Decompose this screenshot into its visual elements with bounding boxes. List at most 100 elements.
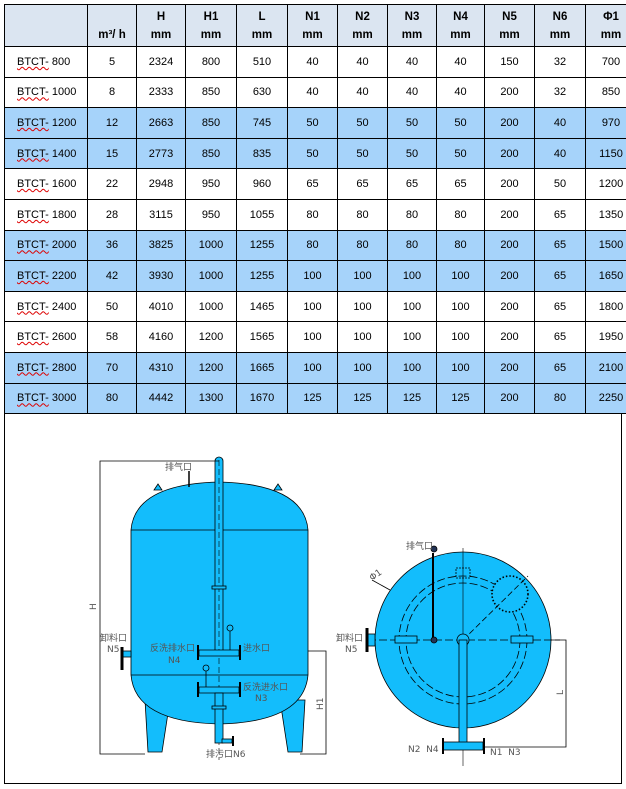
table-cell: 50 [436, 107, 485, 139]
table-cell: 800 [185, 46, 237, 78]
label-backwash-outlet-code: N4 [168, 656, 181, 666]
table-cell: 80 [337, 229, 388, 262]
table-cell: 1465 [236, 290, 288, 323]
table-cell: 950 [185, 198, 237, 231]
model-prefix: BTCT- [17, 86, 49, 99]
table-cell: 100 [387, 351, 437, 384]
table-cell: 100 [287, 351, 338, 384]
table-cell: 4160 [136, 321, 186, 353]
table-cell: 2100 [585, 351, 626, 384]
table-cell: 65 [436, 168, 485, 200]
column-header: N3 mm [387, 4, 437, 47]
model-cell: BTCT- 2000 [4, 229, 88, 262]
table-cell: 1500 [585, 229, 626, 262]
table-row: BTCT- 1400 15 2773 850 835 50 50 50 50 200 40 1150 [4, 137, 626, 170]
table-cell: 200 [484, 198, 535, 231]
table-cell: 40 [534, 107, 586, 139]
column-header [4, 4, 88, 47]
label-drain: 排污口N6 [206, 748, 246, 760]
model-cell: BTCT- 1400 [4, 137, 88, 170]
table-cell: 65 [387, 168, 437, 200]
table-row: BTCT- 800 5 2324 800 510 40 40 40 40 150 32 700 [4, 46, 626, 78]
table-row: BTCT- 3000 80 4442 1300 1670 125 125 125 125 200 8… [4, 382, 626, 415]
header-unit: mm [499, 28, 520, 41]
table-cell: 1200 [185, 351, 237, 384]
table-cell: 1000 [185, 229, 237, 262]
table-cell: 80 [387, 198, 437, 231]
model-size: 2000 [51, 239, 77, 252]
header-unit: mm [352, 28, 373, 41]
header-unit: mm [251, 28, 273, 41]
table-cell: 100 [436, 321, 485, 353]
front-view [99, 456, 327, 760]
header-label: N4 [453, 10, 468, 23]
table-cell: 200 [484, 260, 535, 292]
table-row: BTCT- 2800 70 4310 1200 1665 100 100 100 100 200 6… [4, 351, 626, 384]
table-cell: 1200 [585, 168, 626, 200]
table-cell: 80 [436, 229, 485, 262]
table-cell: 1800 [585, 290, 626, 323]
table-cell: 100 [287, 260, 338, 292]
table-cell: 200 [484, 290, 535, 323]
model-prefix: BTCT- [17, 392, 49, 405]
column-header: N5 mm [484, 4, 535, 47]
table-cell: 65 [337, 168, 388, 200]
model-prefix: BTCT- [17, 178, 49, 191]
table-cell: 50 [337, 137, 388, 170]
table-cell: 850 [185, 137, 237, 170]
label-discharge-top: 卸料口 [336, 632, 363, 644]
table-cell: 40 [387, 76, 437, 109]
table-cell: 835 [236, 137, 288, 170]
table-cell: 1670 [236, 382, 288, 415]
table-cell: 960 [236, 168, 288, 200]
label-discharge-code-front: N5 [107, 645, 119, 655]
table-cell: 200 [484, 382, 535, 415]
table-cell: 65 [287, 168, 338, 200]
dim-h-line [99, 460, 219, 755]
table-row: BTCT- 2400 50 4010 1000 1465 100 100 100 100 200 6… [4, 290, 626, 323]
header-unit: mm [600, 28, 622, 41]
table-cell: 1350 [585, 198, 626, 231]
column-header: N4 mm [436, 4, 485, 47]
table-cell: 970 [585, 107, 626, 139]
model-prefix: BTCT- [17, 269, 49, 282]
column-header: m³/ h [87, 4, 137, 47]
model-size: 800 [51, 55, 71, 68]
column-header: N6 mm [534, 4, 586, 47]
table-cell: 65 [534, 198, 586, 231]
table-cell: 40 [534, 137, 586, 170]
header-unit: mm [450, 28, 471, 41]
label-vent-front: 排气口 [165, 461, 192, 473]
table-cell: 50 [387, 107, 437, 139]
label-right-codes: N1 N3 [490, 748, 521, 758]
model-size: 1600 [51, 178, 77, 191]
table-cell: 100 [287, 290, 338, 323]
model-size: 3000 [51, 392, 77, 405]
table-cell: 950 [185, 168, 237, 200]
table-cell: 65 [534, 351, 586, 384]
model-prefix: BTCT- [17, 147, 49, 160]
table-cell: 40 [287, 46, 338, 78]
table-cell: 100 [387, 260, 437, 292]
header-unit: m³/ h [98, 28, 126, 41]
header-label: N6 [552, 10, 568, 23]
header-label: N2 [355, 10, 370, 23]
table-row: BTCT- 1200 12 2663 850 745 50 50 50 50 200 40 970 [4, 107, 626, 139]
table-cell: 50 [387, 137, 437, 170]
model-cell: BTCT- 3000 [4, 382, 88, 415]
table-cell: 50 [436, 137, 485, 170]
label-discharge-code-top: N5 [345, 645, 357, 655]
table-cell: 1055 [236, 198, 288, 231]
table-cell: 2663 [136, 107, 186, 139]
table-row: BTCT- 1800 28 3115 950 1055 80 80 80 80 200 65 1350 [4, 198, 626, 231]
header-label: N5 [502, 10, 517, 23]
model-cell: BTCT- 800 [4, 46, 88, 78]
column-header: H1 mm [185, 4, 237, 47]
table-cell: 100 [436, 260, 485, 292]
table-cell: 1565 [236, 321, 288, 353]
table-cell: 100 [387, 290, 437, 323]
table-cell: 80 [287, 198, 338, 231]
table-cell: 1255 [236, 229, 288, 262]
